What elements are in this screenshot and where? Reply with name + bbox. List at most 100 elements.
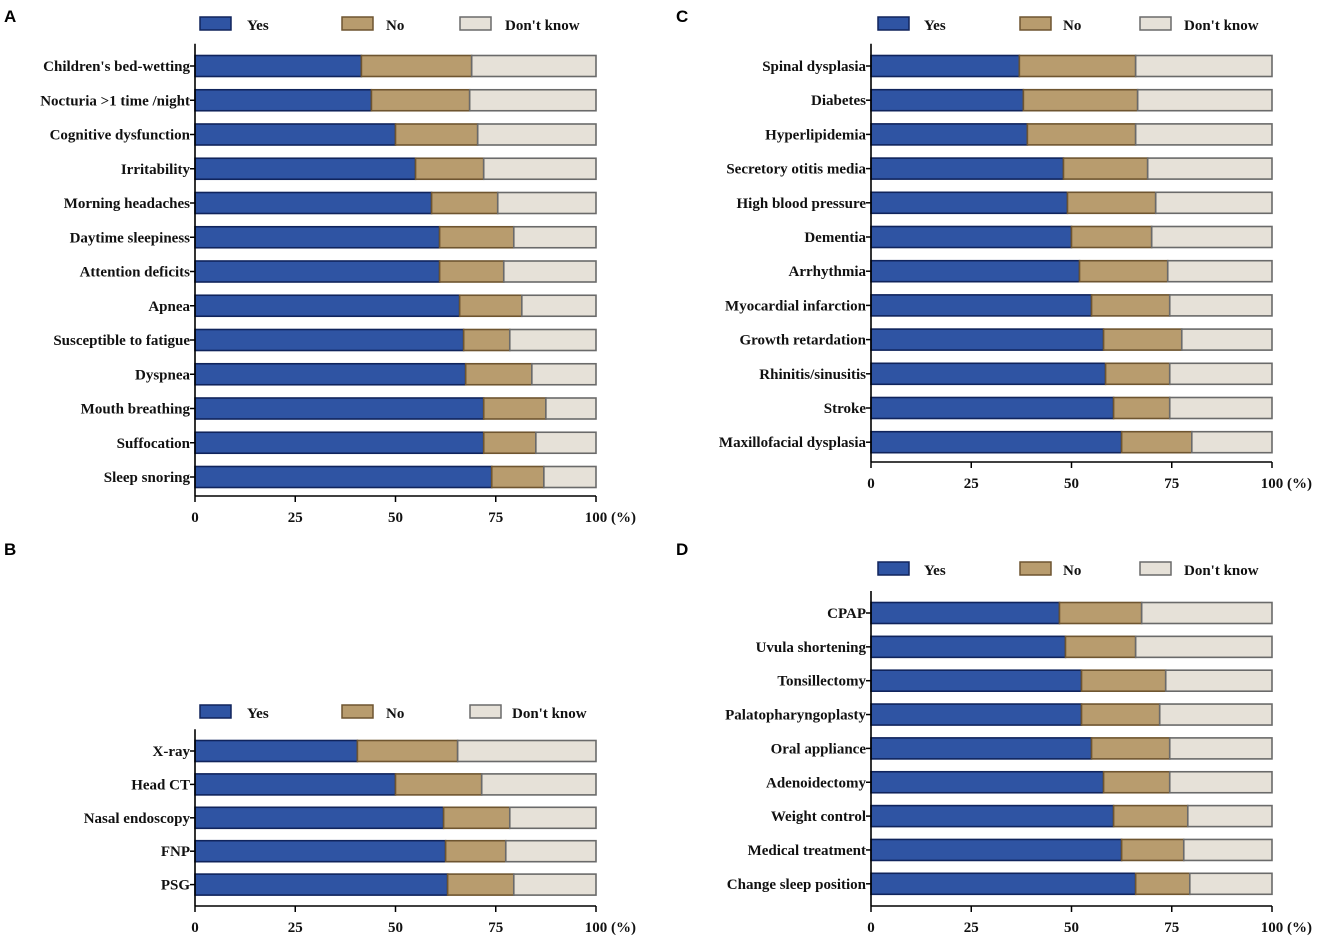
x-tick-label-25-d: 25: [964, 920, 979, 936]
bar-yes-cpap-d: [870, 601, 1061, 625]
x-tick-label-25-b: 25: [288, 920, 303, 936]
bar-no-oral-appliance-d: [1090, 737, 1171, 760]
bar-yes-attention-deficits-a: [194, 260, 441, 283]
category-label-dementia-c: Dementia: [804, 230, 866, 246]
legend-swatch-no-d: [1019, 561, 1052, 576]
legend-label-don-t-know-d: Don't know: [1184, 563, 1259, 579]
bar-no-high-blood-pressure-c: [1066, 191, 1157, 215]
bar-yes-weight-control-d: [870, 804, 1115, 828]
x-unit-label-b: (%): [611, 920, 636, 936]
bar-don-t-know-change-sleep-position-d: [1188, 872, 1273, 896]
x-tick-label-100-c: 100: [1261, 476, 1284, 492]
bar-don-t-know-dementia-c: [1150, 225, 1273, 249]
bar-no-diabetes-c: [1022, 88, 1139, 112]
bar-no-psg-b: [446, 873, 515, 896]
bar-no-nasal-endoscopy-b: [442, 806, 511, 830]
category-label-arrhythmia-c: Arrhythmia: [789, 264, 867, 280]
bar-don-t-know-irritability-a: [482, 157, 597, 181]
bar-don-t-know-hyperlipidemia-c: [1134, 123, 1273, 146]
bar-no-weight-control-d: [1112, 804, 1189, 828]
bar-yes-nocturia-1-time-night-a: [194, 88, 373, 112]
legend-label-don-t-know-c: Don't know: [1184, 18, 1259, 34]
bar-don-t-know-susceptible-to-fatigue-a: [508, 328, 597, 352]
bar-don-t-know-children-s-bed-wetting-a: [470, 54, 597, 78]
panel-letter-d: D: [676, 540, 688, 559]
x-tick-label-50-a: 50: [388, 510, 403, 526]
bar-don-t-know-oral-appliance-d: [1168, 737, 1273, 760]
bar-no-dyspnea-a: [464, 362, 533, 386]
category-label-secretory-otitis-media-c: Secretory otitis media: [726, 162, 866, 178]
category-label-irritability-a: Irritability: [121, 162, 191, 178]
bar-yes-fnp-b: [194, 839, 447, 863]
bar-don-t-know-suffocation-a: [535, 431, 597, 455]
x-tick-label-0-b: 0: [191, 920, 199, 936]
bar-don-t-know-mouth-breathing-a: [545, 397, 597, 420]
category-label-adenoidectomy-d: Adenoidectomy: [766, 775, 866, 791]
category-label-maxillofacial-dysplasia-c: Maxillofacial dysplasia: [719, 435, 867, 451]
x-tick-label-25-c: 25: [964, 476, 979, 492]
bar-yes-children-s-bed-wetting-a: [194, 54, 363, 78]
legend-swatch-don-t-know-c: [1139, 16, 1172, 31]
legend-swatch-no-b: [341, 704, 374, 719]
category-label-oral-appliance-d: Oral appliance: [771, 741, 867, 757]
bar-yes-secretory-otitis-media-c: [870, 157, 1065, 180]
category-label-tonsillectomy-d: Tonsillectomy: [777, 674, 866, 690]
category-label-rhinitis-sinusitis-c: Rhinitis/sinusitis: [759, 367, 866, 383]
bar-don-t-know-nocturia-1-time-night-a: [468, 88, 597, 112]
legend-swatch-yes-c: [877, 16, 910, 31]
category-label-children-s-bed-wetting-a: Children's bed-wetting: [43, 59, 190, 75]
category-label-diabetes-c: Diabetes: [811, 93, 866, 109]
bar-don-t-know-morning-headaches-a: [496, 191, 597, 215]
bar-don-t-know-high-blood-pressure-c: [1154, 191, 1273, 215]
bar-yes-rhinitis-sinusitis-c: [870, 362, 1107, 386]
bar-no-susceptible-to-fatigue-a: [462, 328, 511, 352]
bar-no-children-s-bed-wetting-a: [360, 54, 473, 78]
bar-don-t-know-daytime-sleepiness-a: [512, 225, 597, 249]
bar-no-growth-retardation-c: [1102, 328, 1183, 351]
x-unit-label-d: (%): [1287, 920, 1312, 936]
bar-yes-nasal-endoscopy-b: [194, 806, 445, 830]
bar-don-t-know-tonsillectomy-d: [1164, 669, 1273, 693]
legend-swatch-no-c: [1019, 16, 1052, 31]
bar-no-daytime-sleepiness-a: [438, 225, 515, 249]
bar-don-t-know-palatopharyngoplasty-d: [1158, 703, 1273, 726]
bar-no-arrhythmia-c: [1078, 259, 1169, 283]
bar-yes-morning-headaches-a: [194, 191, 433, 215]
category-label-fnp-b: FNP: [161, 844, 190, 860]
bar-yes-tonsillectomy-d: [870, 669, 1083, 693]
bar-don-t-know-diabetes-c: [1136, 88, 1273, 112]
bar-don-t-know-uvula-shortening-d: [1134, 635, 1273, 659]
x-tick-label-75-d: 75: [1164, 920, 1179, 936]
bar-don-t-know-sleep-snoring-a: [543, 465, 597, 489]
bar-don-t-know-head-ct-b: [480, 773, 597, 796]
legend-label-yes-a: Yes: [247, 18, 269, 34]
category-label-morning-headaches-a: Morning headaches: [64, 196, 190, 212]
bar-yes-arrhythmia-c: [870, 259, 1081, 283]
x-tick-label-100-a: 100: [585, 510, 608, 526]
bar-no-dementia-c: [1070, 225, 1153, 249]
bar-yes-maxillofacial-dysplasia-c: [870, 430, 1123, 454]
bar-don-t-know-apnea-a: [521, 294, 597, 318]
bar-yes-irritability-a: [194, 157, 417, 181]
legend-swatch-don-t-know-a: [459, 16, 492, 31]
x-tick-label-0-d: 0: [867, 920, 875, 936]
bar-yes-dyspnea-a: [194, 362, 467, 386]
bar-no-stroke-c: [1112, 396, 1171, 420]
panel-letter-a: A: [4, 7, 16, 26]
bar-yes-growth-retardation-c: [870, 328, 1105, 351]
bar-no-x-ray-b: [356, 739, 459, 763]
bar-yes-x-ray-b: [194, 739, 359, 763]
bar-yes-suffocation-a: [194, 431, 485, 455]
bar-no-adenoidectomy-d: [1102, 770, 1171, 794]
bar-yes-apnea-a: [194, 294, 461, 318]
category-label-uvula-shortening-d: Uvula shortening: [756, 640, 867, 656]
category-label-psg-b: PSG: [161, 878, 191, 894]
bar-yes-daytime-sleepiness-a: [194, 225, 441, 249]
bar-don-t-know-growth-retardation-c: [1180, 328, 1273, 351]
legend-label-no-d: No: [1063, 563, 1081, 579]
bar-no-mouth-breathing-a: [482, 397, 547, 420]
bar-no-cpap-d: [1058, 601, 1143, 625]
bar-don-t-know-medical-treatment-d: [1182, 838, 1273, 862]
category-label-weight-control-d: Weight control: [771, 809, 866, 825]
legend-swatch-yes-a: [199, 16, 232, 31]
